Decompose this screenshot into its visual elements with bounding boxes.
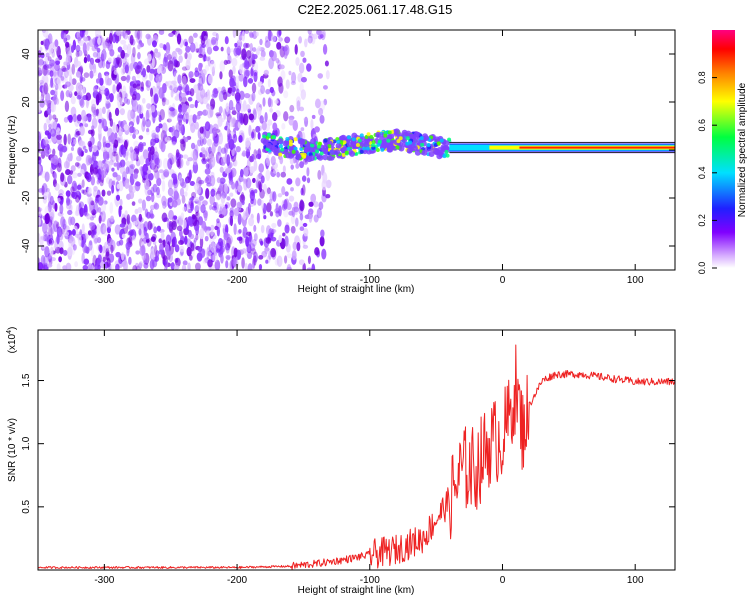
colorbar-tick-label: 0.8 xyxy=(697,71,707,84)
chart-title: C2E2.2025.061.17.48.G15 xyxy=(298,2,453,17)
x-tick-label: -200 xyxy=(227,575,247,586)
colorbar: 0.0 0.2 0.4 0.6 0.8 Normalized spectral ampl… xyxy=(697,30,748,274)
snr-frame xyxy=(37,329,676,571)
colorbar-tick-label: 0.6 xyxy=(697,119,707,132)
x-tick-label: 100 xyxy=(627,575,644,586)
colorbar-label: Normalized spectral amplitude xyxy=(737,82,748,217)
x-tick-label: -300 xyxy=(94,275,114,286)
snr-y-axis-label: SNR (10 * v/v) xyxy=(7,418,18,482)
x-tick-label: 0 xyxy=(500,575,506,586)
colorbar-tick-label: 0.4 xyxy=(697,167,707,180)
snr-plot-area xyxy=(38,330,675,570)
snr-panel: -300 -200 -100 0 100 0.5 1.0 1.5 Height of str… xyxy=(6,327,676,596)
colorbar-tick-label: 0.2 xyxy=(697,214,707,227)
x-tick-label: -100 xyxy=(360,575,380,586)
x-tick-label: -200 xyxy=(227,275,247,286)
y-tick-label: 0.5 xyxy=(21,499,32,513)
y-tick-label: -40 xyxy=(21,238,32,253)
spectrogram-y-ticks: -40 -20 0 20 40 xyxy=(21,48,675,253)
snr-series-line xyxy=(38,344,675,570)
y-tick-label: 20 xyxy=(21,96,32,108)
y-tick-label: -20 xyxy=(21,190,32,205)
x-tick-label: 100 xyxy=(627,275,644,286)
spectrogram-x-axis-label: Height of straight line (km) xyxy=(298,284,415,295)
colorbar-tick-label: 0.0 xyxy=(697,262,707,275)
y-tick-label: 40 xyxy=(21,48,32,60)
spectrogram-y-axis-label: Frequency (Hz) xyxy=(7,116,18,185)
x-tick-label: -300 xyxy=(94,575,114,586)
colorbar-gradient xyxy=(712,30,735,268)
snr-y-ticks: 0.5 1.0 1.5 xyxy=(21,373,675,514)
y-tick-label: 0 xyxy=(21,147,32,153)
snr-x-ticks: -300 -200 -100 0 100 xyxy=(94,330,644,586)
y-tick-label: 1.5 xyxy=(21,373,32,387)
spectrogram-x-ticks: -300 -200 -100 0 100 xyxy=(94,30,644,286)
snr-x-axis-label: Height of straight line (km) xyxy=(298,585,415,596)
x-tick-label: -100 xyxy=(360,275,380,286)
x-tick-label: 0 xyxy=(500,275,506,286)
spectrogram-heatmap xyxy=(38,30,675,270)
y-tick-label: 1.0 xyxy=(21,436,32,450)
colorbar-ticks: 0.0 0.2 0.4 0.6 0.8 xyxy=(697,71,717,274)
snr-y-multiplier: (x104) xyxy=(6,327,18,354)
